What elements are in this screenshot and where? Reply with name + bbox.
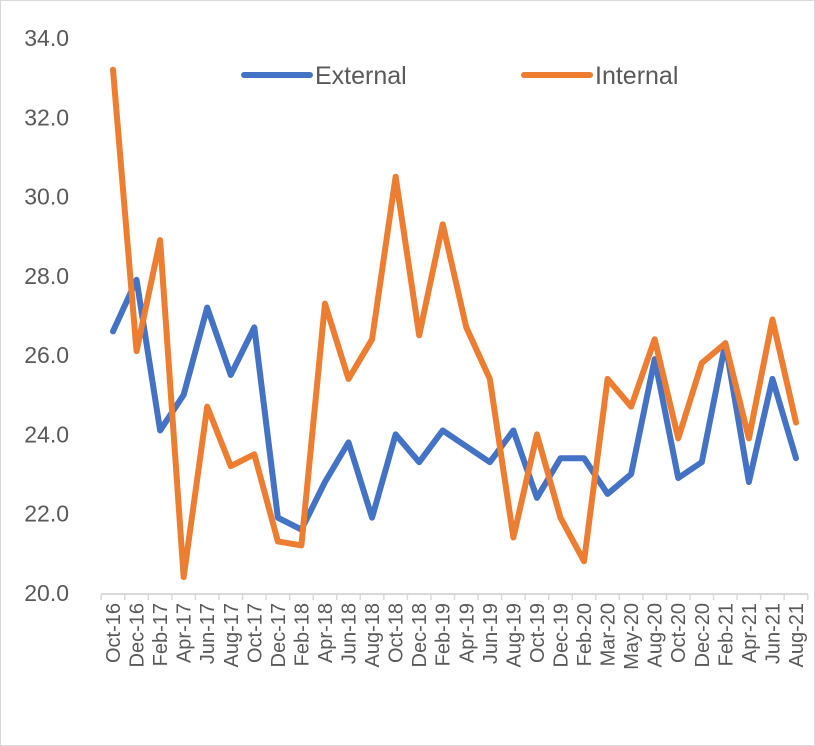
x-tick-label: Feb-17	[150, 603, 172, 666]
x-tick-label: Oct-18	[386, 603, 408, 663]
x-tick-label: Apr-21	[739, 603, 761, 663]
legend-item-external: External	[241, 62, 407, 90]
x-tick-label: Aug-20	[645, 603, 667, 668]
y-axis: 20.0 22.0 24.0 26.0 28.0 30.0 32.0 34.0	[24, 25, 69, 606]
x-tick-label: Dec-16	[127, 603, 149, 667]
legend: External Internal	[241, 62, 678, 90]
x-tick-label: Dec-17	[268, 603, 290, 667]
x-tick-label: Apr-17	[174, 603, 196, 663]
series-line-external	[110, 276, 799, 533]
x-axis: Oct-16 Dec-16 Feb-17 Apr-17 Jun-17 Aug-17 Oct-…	[100, 593, 809, 670]
x-tick-label: Aug-19	[503, 603, 525, 668]
x-tick-label: Jun-18	[339, 603, 361, 664]
y-tick-label: 26.0	[24, 342, 69, 368]
x-tick-label: Dec-19	[550, 603, 572, 667]
legend-label: External	[315, 62, 407, 90]
x-tick-label: Aug-17	[221, 603, 243, 668]
y-tick-label: 24.0	[24, 421, 69, 447]
y-tick-label: 34.0	[24, 25, 69, 51]
x-tick-label: Feb-20	[574, 603, 596, 666]
x-tick-label: Oct-17	[244, 603, 266, 663]
y-tick-label: 20.0	[24, 580, 69, 606]
y-tick-label: 28.0	[24, 263, 69, 289]
x-tick-label: Jun-19	[480, 603, 502, 664]
x-tick-label: Dec-18	[409, 603, 431, 667]
plot-area	[110, 66, 799, 581]
x-tick-label: Dec-20	[692, 603, 714, 667]
x-tick-label: Aug-21	[786, 603, 808, 668]
x-tick-label: Oct-19	[527, 603, 549, 663]
x-tick-label: May-20	[621, 603, 643, 670]
x-tick-label: Apr-19	[456, 603, 478, 663]
y-tick-label: 30.0	[24, 184, 69, 210]
y-tick-label: 22.0	[24, 501, 69, 527]
x-tick-label: Oct-20	[668, 603, 690, 663]
x-tick-label: Feb-19	[433, 603, 455, 666]
x-tick-label: Aug-18	[362, 603, 384, 668]
x-tick-label: Oct-16	[103, 603, 125, 663]
legend-label: Internal	[595, 62, 678, 90]
y-tick-label: 32.0	[24, 104, 69, 130]
legend-item-internal: Internal	[521, 62, 678, 90]
x-tick-label: Mar-20	[598, 603, 620, 666]
x-tick-label: Feb-21	[715, 603, 737, 666]
x-tick-label: Jun-17	[197, 603, 219, 664]
x-tick-label: Feb-18	[291, 603, 313, 666]
series-line-internal	[110, 66, 799, 581]
x-tick-label: Jun-21	[762, 603, 784, 664]
x-tick-label: Apr-18	[315, 603, 337, 663]
